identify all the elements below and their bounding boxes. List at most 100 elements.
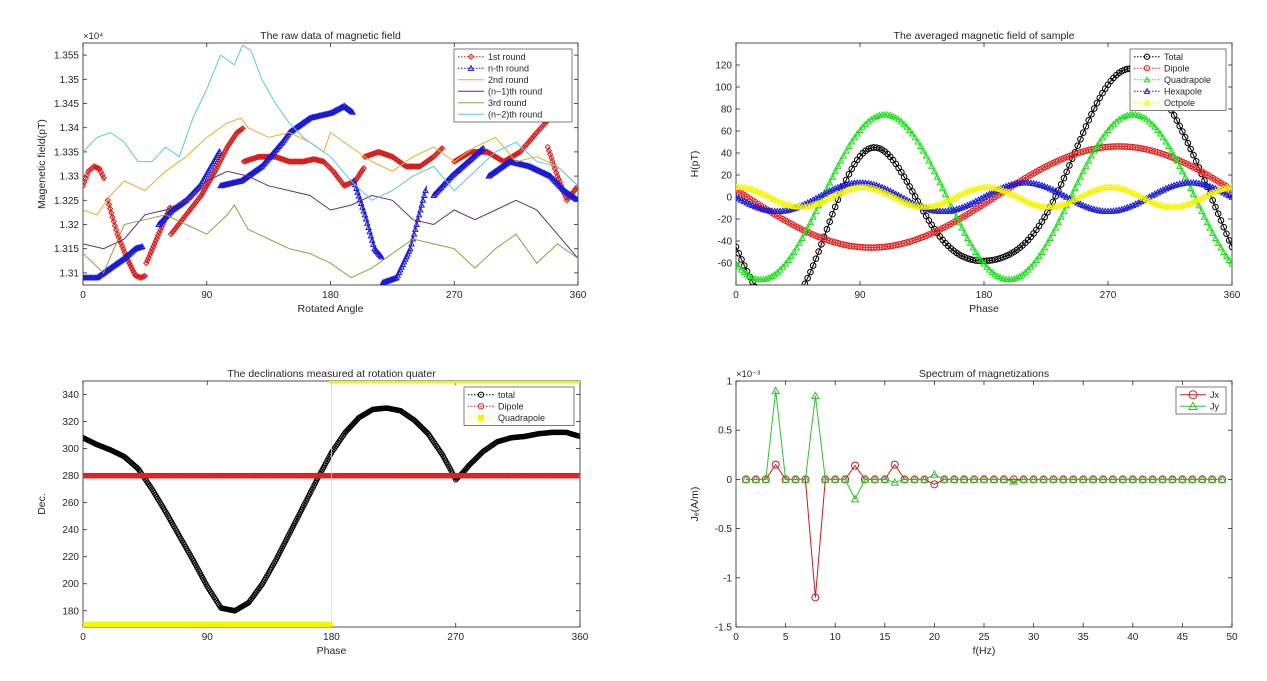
data-point (829, 210, 836, 218)
data-point (573, 184, 578, 191)
data-point (1009, 476, 1019, 485)
data-point (1021, 196, 1029, 204)
data-point (794, 295, 800, 301)
data-point (831, 167, 839, 175)
data-point (768, 272, 776, 280)
data-point (1222, 190, 1231, 197)
data-point (1137, 197, 1145, 205)
data-point (792, 243, 801, 251)
data-point (826, 218, 833, 226)
data-point (737, 196, 746, 203)
data-point (1187, 184, 1195, 192)
data-point (1057, 190, 1065, 197)
data-point (906, 183, 913, 190)
data-point (959, 474, 969, 483)
data-point (740, 262, 748, 269)
data-point (343, 104, 351, 111)
data-point (255, 164, 263, 171)
data-point (761, 474, 771, 483)
y-tick-label: 100 (715, 83, 732, 94)
data-point (1076, 173, 1085, 180)
data-point (365, 223, 372, 231)
data-point (930, 167, 939, 175)
data-point (554, 172, 561, 180)
data-point (980, 259, 988, 267)
data-point (1085, 116, 1093, 124)
data-point (189, 203, 196, 210)
y-tick-label: 1.33 (60, 172, 80, 183)
data-point (349, 108, 357, 115)
x-axis-label: f(Hz) (973, 645, 996, 657)
y-tick-label: 1.32 (60, 220, 80, 231)
data-point (1074, 142, 1081, 150)
data-point (801, 474, 810, 483)
data-point (1049, 474, 1058, 483)
data-point (226, 140, 233, 147)
data-point (418, 201, 426, 208)
data-point (831, 191, 839, 199)
data-point (892, 194, 900, 201)
data-point (1189, 190, 1198, 197)
data-point (900, 474, 909, 483)
data-point (1173, 157, 1181, 164)
data-point (570, 194, 578, 201)
legend-label: total (498, 390, 515, 400)
data-point (1158, 474, 1167, 483)
data-point (845, 142, 853, 149)
data-point (949, 474, 959, 483)
data-point (1088, 474, 1098, 483)
data-point (758, 293, 764, 299)
data-point (118, 243, 126, 250)
data-point (850, 494, 860, 503)
data-point (1063, 193, 1071, 200)
data-point (972, 197, 980, 205)
y-axis-label: Dec. (36, 493, 48, 515)
data-point (936, 200, 944, 207)
y-tick-label: 1.31 (60, 268, 80, 279)
data-point (890, 477, 900, 486)
data-point (807, 268, 814, 276)
data-point (180, 214, 187, 222)
x-axis-label: Rotated Angle (298, 303, 364, 315)
data-point (1082, 162, 1090, 169)
data-point (839, 187, 848, 195)
data-point (1225, 256, 1232, 263)
data-point (1018, 195, 1027, 203)
data-point (1051, 224, 1060, 231)
data-point (776, 198, 784, 205)
data-point (925, 157, 933, 164)
data-point (930, 469, 939, 478)
legend-marker (467, 53, 475, 61)
data-point (963, 201, 972, 209)
legend-marker (477, 403, 485, 410)
x-tick-label: 180 (976, 290, 993, 301)
legend-marker (477, 391, 485, 398)
data-point (356, 196, 364, 203)
data-point (749, 278, 756, 285)
y-tick-label: 120 (715, 61, 732, 72)
data-point (941, 198, 950, 205)
legend-label: n-th round (488, 64, 529, 74)
data-point (848, 165, 856, 173)
data-point (568, 192, 576, 199)
data-point (1079, 167, 1087, 175)
x-tick-label: 10 (830, 632, 842, 643)
data-point (560, 187, 568, 194)
data-point (1164, 183, 1173, 191)
data-point (1043, 183, 1052, 191)
data-point (798, 234, 806, 241)
x-axis-label: Phase (969, 303, 999, 315)
data-point (1137, 192, 1145, 200)
data-point (1128, 474, 1138, 483)
data-point (743, 270, 751, 278)
data-point (351, 181, 359, 188)
data-point (889, 112, 897, 120)
data-point (791, 474, 800, 483)
data-point (755, 289, 761, 295)
data-point (1137, 112, 1145, 120)
data-point (801, 280, 809, 285)
legend-label: Quadrapole (498, 413, 545, 423)
data-point (117, 240, 125, 247)
data-point (129, 267, 137, 274)
y-tick-label: 240 (62, 525, 79, 536)
